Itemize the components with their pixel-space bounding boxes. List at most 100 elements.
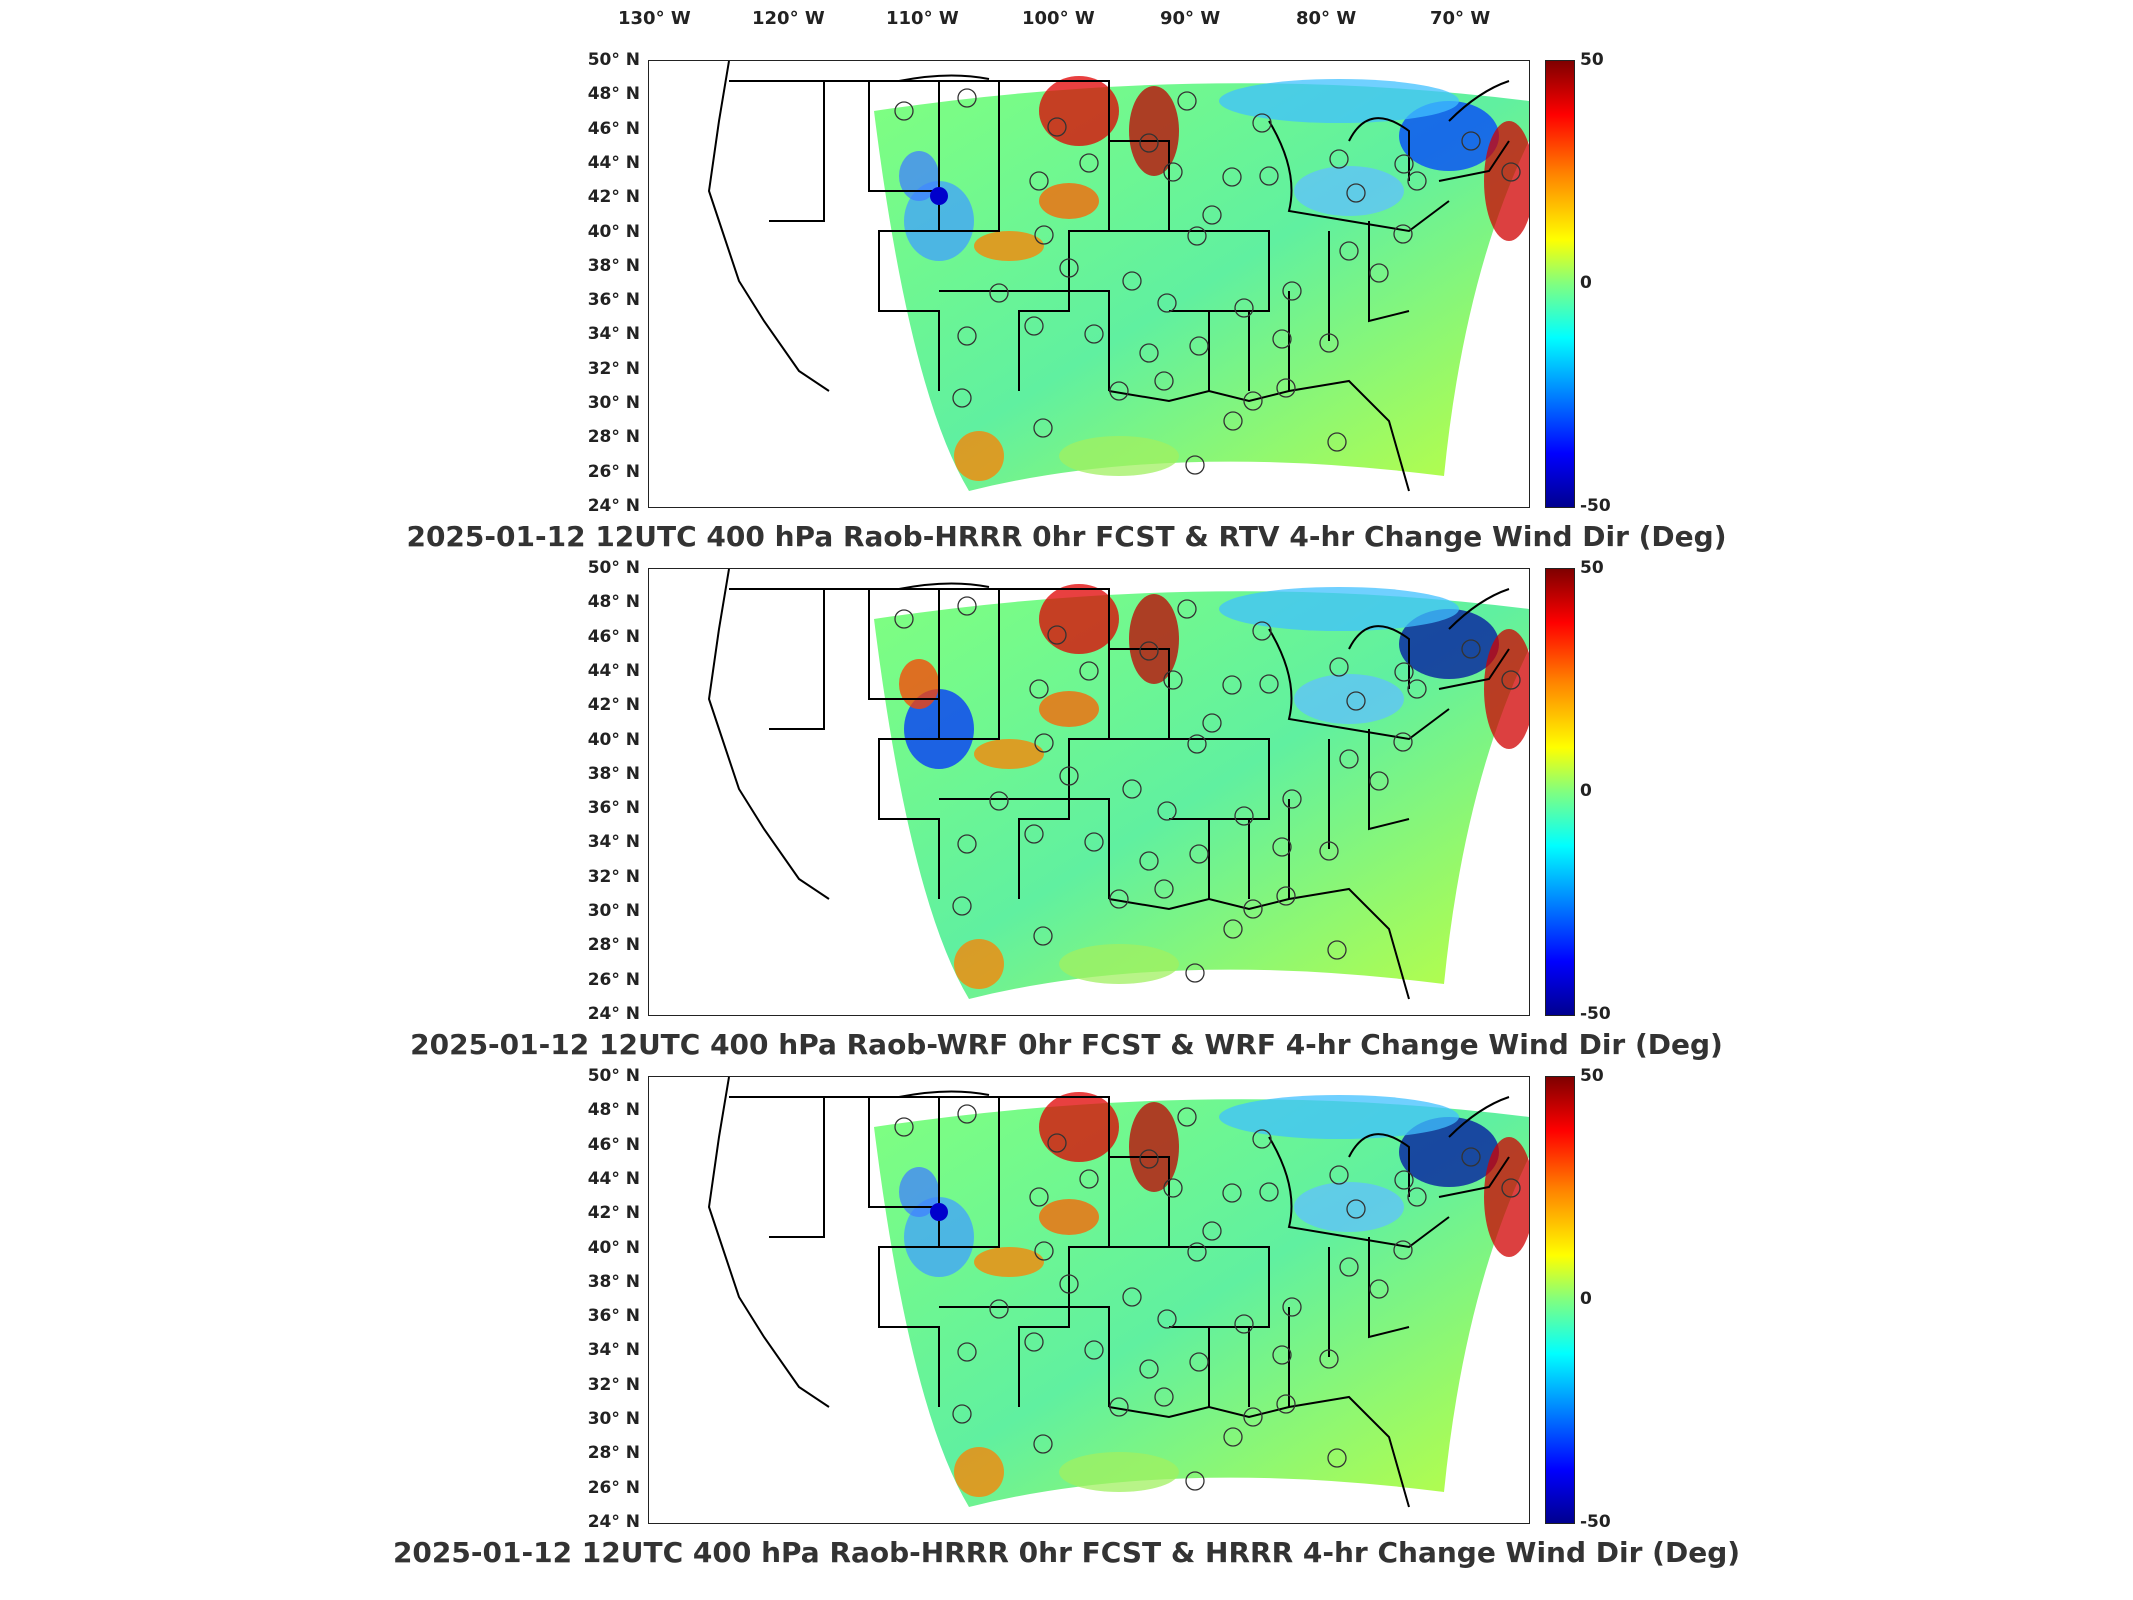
raob-station-marker (989, 283, 1009, 303)
raob-station-marker (989, 1299, 1009, 1319)
raob-station-marker (1177, 1107, 1197, 1127)
lat-label: 40° N (587, 221, 640, 242)
raob-station-marker (1407, 171, 1427, 191)
state-boundary (1348, 625, 1410, 689)
map-panel-3: 50° N 48° N 46° N 44° N 42° N 40° N 38° N 36° N… (0, 1016, 2133, 1569)
raob-station-marker (1461, 131, 1481, 151)
raob-station-marker (1084, 1340, 1104, 1360)
panel-title: 2025-01-12 12UTC 400 hPa Raob-WRF 0hr FC… (410, 1028, 1723, 1061)
raob-station-marker (1369, 1279, 1389, 1299)
raob-station-marker (1501, 670, 1521, 690)
anomaly-region (1059, 944, 1179, 984)
map-area (648, 60, 1530, 508)
raob-station-marker (1109, 1397, 1129, 1417)
colorbar (1545, 1076, 1575, 1524)
anomaly-region (954, 431, 1004, 481)
anomaly-region (1129, 594, 1179, 684)
colorbar-mid-label: 0 (1580, 781, 1592, 801)
state-boundary (769, 589, 825, 730)
lat-label: 24° N (587, 1004, 640, 1024)
anomaly-region (1399, 609, 1499, 679)
raob-station-marker (1202, 1221, 1222, 1241)
lon-label: 80° W (1296, 8, 1357, 29)
raob-station-marker (1501, 162, 1521, 182)
raob-station-marker (1122, 779, 1142, 799)
anomaly-region (1399, 101, 1499, 171)
raob-station-marker (1084, 832, 1104, 852)
anomaly-region (1399, 1117, 1499, 1187)
state-boundary (1438, 80, 1510, 182)
lat-label: 42° N (587, 187, 640, 208)
state-boundary (868, 81, 939, 192)
raob-station-marker (1154, 371, 1174, 391)
raob-station-marker (1259, 674, 1279, 694)
anomaly-region (1294, 1182, 1404, 1232)
anomaly-region (1294, 674, 1404, 724)
lon-label: 120° W (752, 8, 825, 29)
lat-label: 50° N (587, 1066, 640, 1086)
raob-station-marker (1234, 298, 1254, 318)
lat-label: 26° N (587, 969, 640, 990)
raob-station-marker (1139, 641, 1159, 661)
raob-station-marker (1024, 824, 1044, 844)
raob-station-marker (1327, 432, 1347, 452)
wind-direction-map (707, 1077, 1529, 1508)
raob-station-marker (1407, 1187, 1427, 1207)
state-boundary (1268, 1136, 1450, 1249)
anomaly-region (974, 1247, 1044, 1277)
lon-label: 100° W (1022, 8, 1095, 29)
raob-station-marker (1282, 1297, 1302, 1317)
raob-station-highlight (930, 1203, 948, 1221)
anomaly-region (1294, 166, 1404, 216)
map-area (648, 568, 1530, 1016)
state-boundary (939, 290, 1070, 391)
raob-station-marker (1079, 661, 1099, 681)
raob-station-marker (1029, 1187, 1049, 1207)
state-boundary (1328, 221, 1410, 341)
raob-station-marker (1157, 293, 1177, 313)
map-panel-1: 50° N 48° N 46° N 44° N 42° N 40° N 38° N 36° N… (0, 0, 2133, 553)
raob-station-marker (1187, 1242, 1207, 1262)
raob-station-marker (1024, 1332, 1044, 1352)
panel-title: 2025-01-12 12UTC 400 hPa Raob-HRRR 0hr F… (392, 1536, 1741, 1569)
lat-label: 46° N (587, 626, 640, 647)
state-boundary (939, 588, 1110, 899)
raob-station-marker (1139, 1149, 1159, 1169)
state-boundary (1328, 729, 1410, 849)
map-panel-2: 50° N 48° N 46° N 44° N 42° N 40° N 38° N 36° N… (0, 508, 2133, 1061)
raob-station-marker (1319, 333, 1339, 353)
raob-station-marker (1122, 1287, 1142, 1307)
raob-station-marker (1329, 149, 1349, 169)
raob-station-marker (1163, 162, 1183, 182)
raob-station-marker (957, 596, 977, 616)
raob-station-marker (1339, 241, 1359, 261)
lat-label: 28° N (587, 1443, 640, 1464)
anomaly-region (1484, 121, 1529, 241)
raob-station-marker (1222, 675, 1242, 695)
raob-station-marker (1034, 733, 1054, 753)
raob-station-marker (1187, 734, 1207, 754)
state-boundary (898, 1090, 990, 1098)
raob-station-marker (1024, 316, 1044, 336)
state-boundary (939, 798, 1070, 899)
lat-label: 40° N (587, 1237, 640, 1258)
raob-station-marker (1234, 806, 1254, 826)
lat-label: 38° N (587, 1271, 640, 1292)
state-boundary (898, 582, 990, 590)
raob-station-marker (1327, 1448, 1347, 1468)
raob-station-marker (957, 1342, 977, 1362)
raob-station-marker (1177, 599, 1197, 619)
raob-station-marker (1109, 381, 1129, 401)
lat-label: 48° N (587, 84, 640, 105)
raob-station-marker (1079, 153, 1099, 173)
raob-station-marker (1139, 343, 1159, 363)
raob-station-marker (989, 791, 1009, 811)
raob-station-marker (1346, 691, 1366, 711)
state-boundary (1109, 1156, 1170, 1248)
raob-station-marker (1059, 258, 1079, 278)
raob-station-marker (894, 101, 914, 121)
anomaly-region (1039, 76, 1119, 146)
raob-station-marker (1222, 167, 1242, 187)
colorbar-max-label: 50 (1580, 558, 1604, 578)
lat-label: 48° N (587, 1100, 640, 1121)
